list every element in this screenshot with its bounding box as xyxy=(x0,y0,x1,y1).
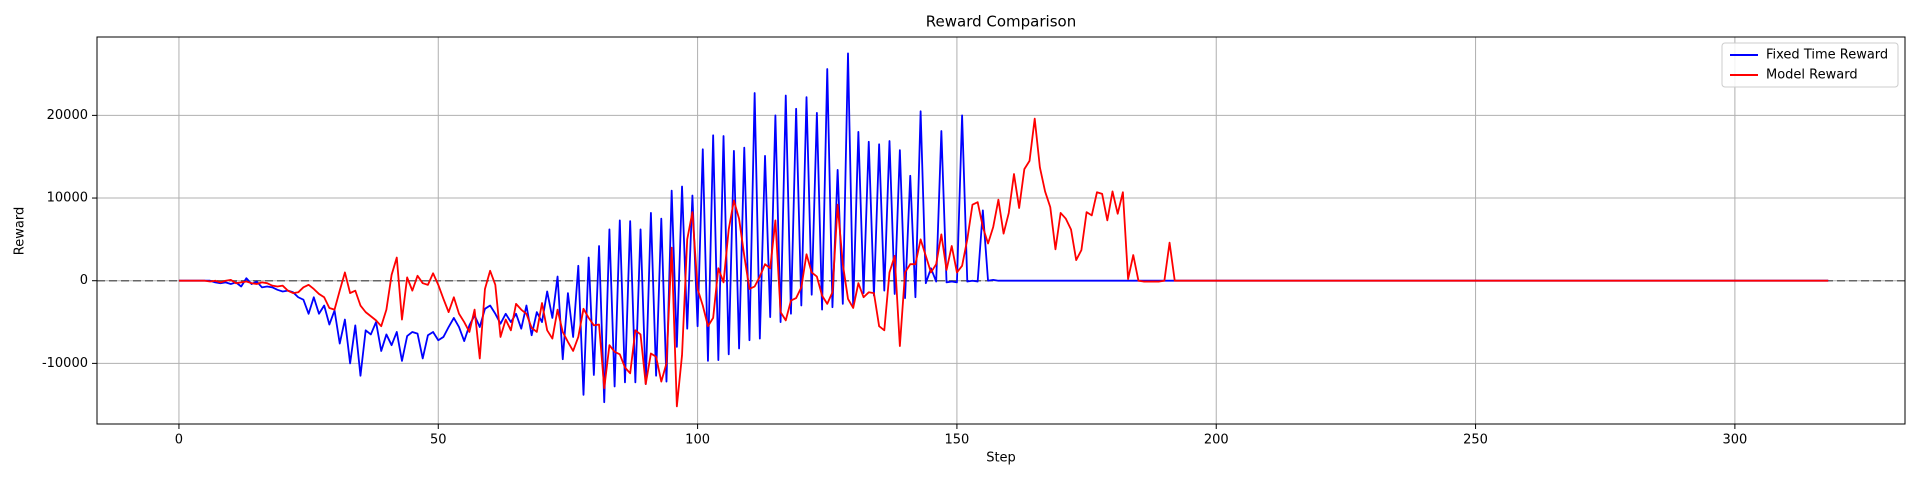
legend-label: Fixed Time Reward xyxy=(1766,48,1888,63)
legend-box xyxy=(1721,42,1899,88)
chart-title: Reward Comparison xyxy=(926,13,1076,31)
x-tick-label: 100 xyxy=(685,433,710,448)
x-tick-label: 250 xyxy=(1463,433,1488,448)
x-tick-label: 0 xyxy=(175,433,183,448)
y-tick-label: 0 xyxy=(80,273,88,288)
x-axis-label: Step xyxy=(986,451,1016,466)
legend-label: Model Reward xyxy=(1766,68,1858,83)
y-tick-label: 20000 xyxy=(47,108,88,123)
series-line xyxy=(178,117,1829,408)
x-tick-label: 50 xyxy=(430,433,447,448)
x-tick-label: 150 xyxy=(945,433,970,448)
y-tick-label: -10000 xyxy=(42,356,88,371)
y-tick-label: 10000 xyxy=(47,191,88,206)
x-tick-label: 200 xyxy=(1204,433,1229,448)
y-axis-label: Reward xyxy=(13,207,28,255)
x-tick-label: 300 xyxy=(1722,433,1747,448)
plot-frame xyxy=(96,36,1906,425)
